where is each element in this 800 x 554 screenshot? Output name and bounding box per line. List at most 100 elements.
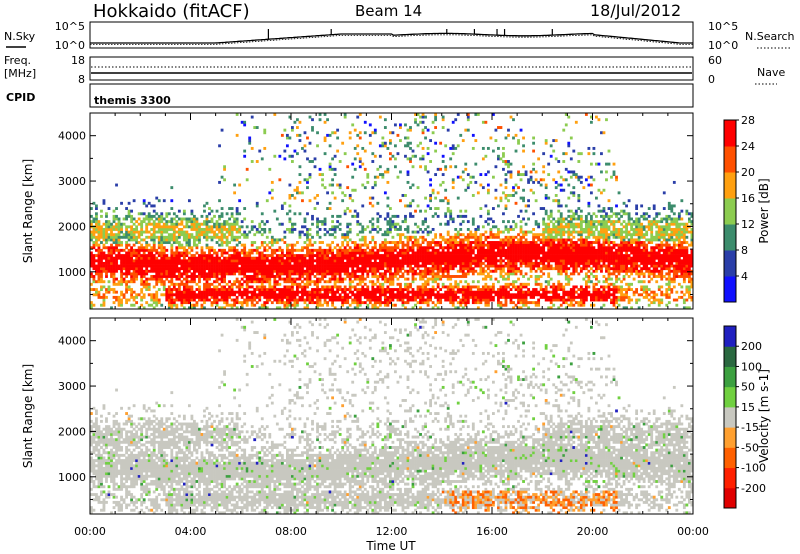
power-cell [142, 275, 146, 278]
power-cell [368, 251, 372, 255]
power-cell [474, 264, 478, 268]
power-cell [346, 248, 350, 252]
power-cell [411, 248, 415, 252]
power-cell [411, 298, 415, 302]
power-cell [519, 225, 523, 229]
power-cell [250, 275, 254, 278]
power-cell [338, 272, 342, 276]
power-cell [120, 227, 123, 231]
power-cell [280, 267, 284, 271]
power-cell [356, 267, 360, 271]
power-cell [213, 264, 216, 268]
power-cell [155, 261, 159, 265]
power-cell [182, 301, 186, 305]
power-cell [436, 298, 440, 302]
power-cell [182, 272, 186, 276]
power-cell [190, 290, 194, 294]
power-cell [255, 201, 259, 205]
power-cell [361, 277, 365, 281]
power-cell [293, 188, 297, 192]
power-cell [436, 306, 440, 309]
power-cell [293, 277, 297, 281]
power-cell [348, 256, 352, 260]
power-cell [391, 235, 395, 239]
power-cell [446, 248, 450, 252]
power-cell [198, 293, 201, 297]
power-cell [273, 256, 277, 260]
power-cell [348, 131, 352, 135]
power-cell [275, 248, 279, 252]
power-cell [306, 136, 309, 140]
power-cell [486, 183, 490, 187]
power-cell [404, 194, 407, 197]
power-cell [162, 272, 166, 276]
power-cell [265, 277, 269, 281]
power-cell [507, 277, 510, 281]
power-cell [308, 256, 312, 260]
power-cell [92, 264, 96, 268]
power-cell [527, 178, 530, 182]
power-cell [125, 298, 128, 302]
power-cell [507, 133, 510, 137]
power-cell [378, 275, 382, 278]
power-cell [170, 207, 174, 210]
power-cell [507, 248, 510, 252]
power-cell [228, 217, 231, 221]
power-cell [260, 285, 264, 289]
power-cell [371, 254, 375, 258]
power-cell [376, 254, 380, 258]
power-cell [421, 259, 425, 263]
power-cell [132, 251, 136, 255]
power-cell [273, 295, 277, 299]
power-cell [474, 259, 478, 263]
power-cell [469, 269, 473, 273]
power-cell [476, 295, 480, 299]
power-cell [92, 293, 96, 297]
power-cell [92, 267, 96, 271]
power-cell [102, 227, 106, 231]
power-cell [519, 290, 523, 294]
power-cell [381, 290, 385, 294]
power-cell [449, 301, 453, 305]
power-cell [419, 272, 422, 276]
power-cell [180, 295, 184, 299]
power-cell [542, 251, 546, 255]
power-cell [92, 217, 96, 221]
power-cell [388, 246, 392, 250]
power-cell [524, 254, 528, 258]
power-cell [238, 251, 242, 255]
power-cell [388, 301, 392, 305]
power-cell [125, 243, 128, 247]
power-cell [316, 269, 319, 273]
power-cell [107, 267, 111, 271]
power-cell [484, 288, 488, 291]
power-cell [220, 233, 224, 237]
power-cell [336, 298, 340, 302]
power-cell [529, 254, 533, 258]
power-cell [486, 217, 490, 221]
power-cell [175, 303, 179, 307]
power-cell [140, 259, 144, 263]
power-cell [441, 285, 445, 289]
power-cell [497, 243, 500, 247]
power-cell [250, 243, 254, 247]
power-cell [481, 267, 485, 271]
power-cell [436, 243, 440, 247]
power-cell [547, 238, 551, 242]
power-cell [361, 264, 365, 268]
power-cell [162, 261, 166, 265]
power-cell [481, 248, 485, 252]
power-cell [401, 251, 405, 255]
power-cell [285, 272, 289, 276]
power-cell [243, 290, 247, 294]
power-cell [301, 285, 304, 289]
power-cell [454, 254, 458, 258]
power-cell [368, 196, 372, 200]
power-cell [301, 275, 304, 278]
power-cell [353, 128, 357, 132]
power-cell [195, 222, 199, 226]
power-cell [527, 254, 530, 258]
power-cell [130, 267, 134, 271]
power-cell [424, 293, 427, 297]
power-cell [210, 264, 214, 268]
